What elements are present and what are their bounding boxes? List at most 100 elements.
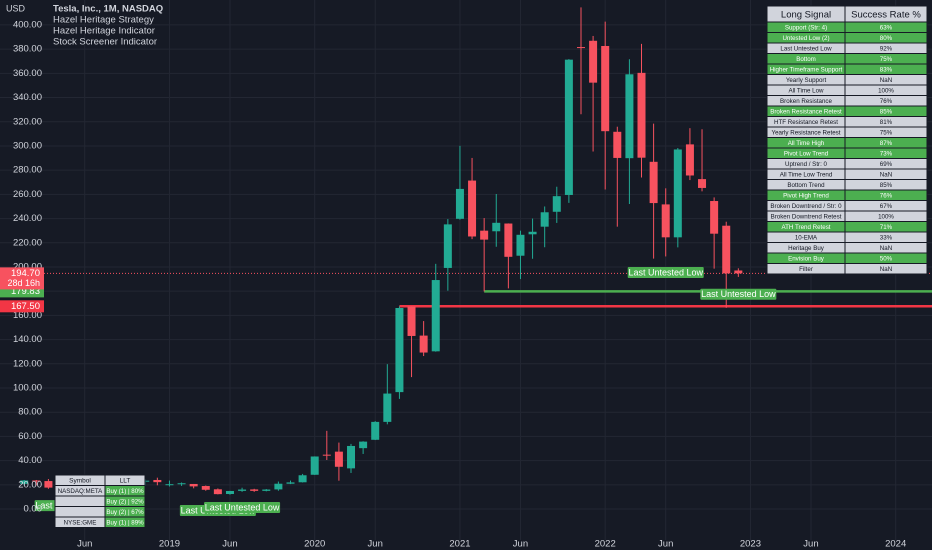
- candle-body: [274, 483, 283, 490]
- table-cell-text: Broken Resistance Retest: [770, 108, 842, 115]
- table-cell-text: Yearly Support: [786, 77, 827, 84]
- candle-body: [673, 149, 682, 238]
- screener-cell: [54, 495, 106, 507]
- candle-body: [262, 489, 271, 491]
- table-cell-text: All Time Low: [788, 87, 824, 94]
- indicator: Hazel Heritage Indicator: [53, 26, 155, 37]
- table-cell-text: Last Untested Low: [780, 45, 832, 52]
- y-tick-label: 80.00: [18, 407, 42, 418]
- screener-cell: [104, 516, 146, 528]
- table-cell-text: NaN: [880, 77, 892, 84]
- table-cell-text: 73%: [880, 150, 893, 157]
- table-cell-text: Broken Downtrend / Str: 0: [770, 203, 842, 210]
- candle-body: [419, 335, 428, 353]
- axes: 0.00 20.00 40.00 60.00 80.00 100.00 120.00 140.…: [0, 19, 906, 550]
- candle-body: [480, 230, 489, 240]
- table-cell-text: 50%: [880, 255, 893, 262]
- level-label: 179.83: [11, 286, 40, 297]
- table-cell: [844, 263, 928, 275]
- x-tick-label: 2021: [449, 539, 470, 550]
- table-cell-text: HTF Resistance Retest: [774, 119, 838, 126]
- table-cell-text: Uptrend / Str: 0: [785, 161, 828, 168]
- screener-header: Symbol: [69, 477, 91, 484]
- y-tick-label: 100.00: [13, 383, 42, 394]
- countdown: 28d 16h: [7, 278, 40, 288]
- x-tick-label: Jun: [803, 539, 818, 550]
- candle-body: [371, 421, 380, 440]
- candle-body: [20, 480, 29, 484]
- candle-body: [177, 483, 186, 485]
- last-price-label: 194.70: [11, 268, 40, 279]
- candle-body: [189, 483, 198, 487]
- table-cell-text: Broken Resistance: [780, 98, 832, 105]
- candle-body: [601, 45, 610, 132]
- y-tick-label: 160.00: [13, 310, 42, 321]
- candle-body: [492, 222, 501, 232]
- x-tick-label: 2019: [159, 539, 180, 550]
- table-cell-text: Bottom: [796, 56, 816, 63]
- indicator: Hazel Heritage Strategy: [53, 15, 154, 26]
- candle-body: [685, 144, 694, 176]
- y-tick-label: 380.00: [13, 44, 42, 55]
- level-label: 167.50: [11, 301, 40, 312]
- candle-body: [625, 74, 634, 159]
- x-tick-label: 2023: [740, 539, 761, 550]
- x-tick-label: Jun: [368, 539, 383, 550]
- candle-body: [238, 489, 247, 491]
- candle-body: [552, 196, 561, 212]
- y-tick-label: 40.00: [18, 455, 42, 466]
- candle-body: [250, 489, 259, 491]
- table-cell-text: 83%: [880, 66, 893, 73]
- table-cell-text: 33%: [880, 234, 893, 241]
- y-tick-label: 120.00: [13, 358, 42, 369]
- y-tick-label: 0.00: [24, 504, 43, 515]
- candle-body: [334, 451, 343, 467]
- table-cell-text: 85%: [880, 108, 893, 115]
- table-cell-text: Envision Buy: [788, 255, 825, 262]
- table-header: Long Signal: [781, 10, 831, 21]
- candle-body: [298, 475, 307, 483]
- candles: [20, 7, 743, 495]
- table-cell-text: Heritage Buy: [788, 245, 825, 252]
- y-tick-label: 340.00: [13, 92, 42, 103]
- currency: USD: [6, 3, 26, 13]
- candle-body: [359, 441, 368, 449]
- table-cell-text: 69%: [880, 161, 893, 168]
- candle-body: [213, 489, 222, 495]
- table-cell-text: 71%: [880, 224, 893, 231]
- candle-body: [201, 486, 210, 490]
- tables: Long Signal Success Rate % Support (Str: 4…: [54, 5, 928, 528]
- y-tick-label: 320.00: [13, 116, 42, 127]
- table-cell-text: Bottom Trend: [787, 182, 825, 189]
- table-cell-text: Support (Str: 4): [785, 24, 827, 31]
- candle-body: [286, 482, 295, 484]
- table-cell-text: 76%: [880, 98, 893, 105]
- candle-body: [528, 231, 537, 235]
- table-cell-text: NaN: [880, 171, 892, 178]
- candle-body: [383, 393, 392, 422]
- candle-body: [661, 204, 670, 238]
- y-tick-label: 140.00: [13, 334, 42, 345]
- x-tick-label: 2024: [885, 539, 906, 550]
- candle-body: [153, 479, 162, 483]
- screener-symbol: NASDAQ:META: [58, 488, 103, 495]
- table-cell-text: 63%: [880, 24, 893, 31]
- table-cell-text: 92%: [880, 45, 893, 52]
- candle-body: [395, 308, 404, 393]
- table-cell-text: 100%: [878, 213, 894, 220]
- y-tick-label: 200.00: [13, 261, 42, 272]
- table-cell-text: 67%: [880, 203, 893, 210]
- x-tick-label: 2022: [595, 539, 616, 550]
- candle-body: [637, 72, 646, 158]
- annotation-label: Last Untested Low: [628, 267, 703, 277]
- y-tick-label: 240.00: [13, 213, 42, 224]
- annotation-box: [627, 266, 704, 278]
- candle-body: [722, 225, 731, 274]
- y-tick-label: 20.00: [18, 479, 42, 490]
- table-cell-text: Higher Timeframe Support: [770, 66, 843, 73]
- screener-header: LLT: [120, 477, 131, 484]
- table-cell-text: Filter: [799, 266, 813, 273]
- x-tick-label: Jun: [513, 539, 528, 550]
